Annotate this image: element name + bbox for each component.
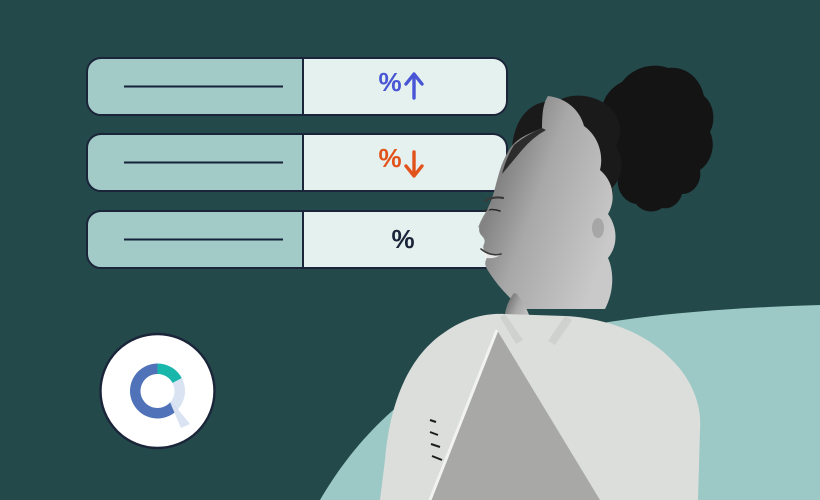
svg-text:%: % [391, 224, 414, 254]
svg-text:%: % [378, 143, 401, 173]
svg-text:%: % [378, 67, 401, 97]
